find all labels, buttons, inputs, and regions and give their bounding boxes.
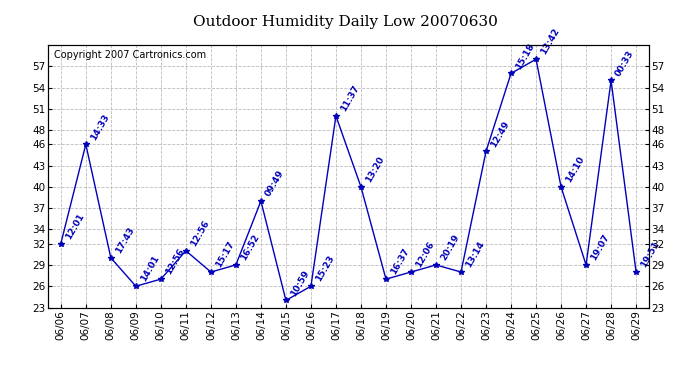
Text: 14:33: 14:33 [88,112,111,141]
Text: 13:20: 13:20 [364,155,386,184]
Text: Outdoor Humidity Daily Low 20070630: Outdoor Humidity Daily Low 20070630 [193,15,497,29]
Text: 15:23: 15:23 [314,254,336,284]
Text: 12:01: 12:01 [63,212,86,241]
Text: 10:59: 10:59 [288,268,311,298]
Text: 12:49: 12:49 [489,119,511,148]
Text: 20:19: 20:19 [439,233,461,262]
Text: 19:07: 19:07 [589,233,611,262]
Text: Copyright 2007 Cartronics.com: Copyright 2007 Cartronics.com [55,50,206,60]
Text: 13:42: 13:42 [539,27,561,56]
Text: 12:56: 12:56 [188,219,210,248]
Text: 15:17: 15:17 [214,240,236,269]
Text: 12:56: 12:56 [164,247,186,276]
Text: 11:37: 11:37 [339,84,361,113]
Text: 16:52: 16:52 [239,233,261,262]
Text: 09:49: 09:49 [264,169,286,198]
Text: 16:37: 16:37 [388,247,411,276]
Text: 00:33: 00:33 [614,49,636,78]
Text: 15:18: 15:18 [514,41,536,70]
Text: 13:14: 13:14 [464,240,486,269]
Text: 17:43: 17:43 [114,225,136,255]
Text: 14:10: 14:10 [564,155,586,184]
Text: 14:01: 14:01 [139,254,161,284]
Text: 19:51: 19:51 [639,240,661,269]
Text: 12:06: 12:06 [414,240,436,269]
